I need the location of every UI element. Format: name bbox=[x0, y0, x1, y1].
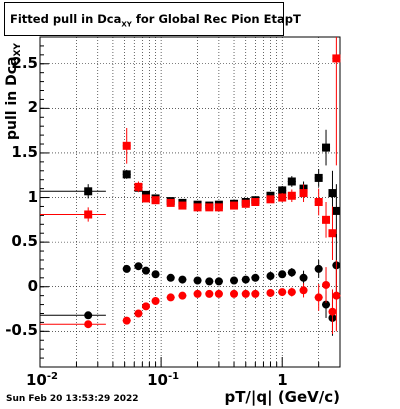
data-point-circle bbox=[193, 276, 202, 285]
data-point-circle bbox=[178, 275, 187, 284]
data-point-circle bbox=[278, 288, 287, 297]
data-point-circle bbox=[241, 275, 250, 284]
y-tick-label: 2.5 bbox=[11, 53, 38, 72]
data-point-square bbox=[314, 173, 323, 182]
y-tick-label: 1 bbox=[27, 187, 38, 206]
data-point-circle bbox=[178, 291, 187, 300]
data-point-square bbox=[230, 201, 239, 210]
data-point-circle bbox=[214, 289, 223, 298]
data-point-circle bbox=[241, 289, 250, 298]
x-tick-label: 10-2 bbox=[26, 371, 58, 389]
data-point-square bbox=[278, 193, 287, 202]
data-point-square bbox=[314, 198, 323, 206]
y-tick-label: 1.5 bbox=[11, 142, 38, 161]
data-point-square bbox=[251, 198, 260, 206]
data-point-circle bbox=[266, 272, 275, 281]
data-point-circle bbox=[134, 309, 143, 318]
data-point-square bbox=[205, 203, 214, 212]
data-point-circle bbox=[166, 273, 175, 282]
x-axis-label: pT/|q| (GeV/c) bbox=[224, 388, 340, 406]
data-point-circle bbox=[122, 264, 131, 273]
data-point-circle bbox=[332, 291, 341, 300]
data-point-square bbox=[84, 187, 93, 196]
data-point-circle bbox=[299, 286, 308, 295]
data-point-square bbox=[241, 199, 250, 208]
data-point-circle bbox=[322, 300, 331, 309]
data-point-square bbox=[122, 141, 131, 150]
data-point-square bbox=[328, 229, 337, 238]
axis-ticks bbox=[39, 45, 341, 367]
data-point-square bbox=[178, 201, 187, 210]
data-point-circle bbox=[230, 289, 239, 298]
chart-title: Fitted pull in DcaXY for Global Rec Pion… bbox=[4, 2, 301, 36]
x-tick-base: 10 bbox=[26, 371, 47, 389]
data-marks bbox=[40, 37, 341, 336]
y-tick-label: 0.5 bbox=[11, 232, 38, 251]
y-tick-label: 0 bbox=[27, 276, 38, 295]
data-point-square bbox=[332, 206, 341, 215]
chart-title-suffix: for Global Rec Pion EtapT bbox=[131, 12, 301, 26]
data-point-square bbox=[332, 54, 341, 63]
data-point-square bbox=[322, 215, 331, 224]
data-point-circle bbox=[314, 264, 323, 273]
y-tick-label: 2 bbox=[27, 98, 38, 117]
data-point-circle bbox=[251, 289, 260, 298]
x-tick-label: 1 bbox=[277, 371, 287, 389]
data-point-circle bbox=[251, 273, 260, 282]
data-point-circle bbox=[205, 289, 214, 298]
x-tick-base: 1 bbox=[277, 371, 288, 389]
data-point-square bbox=[287, 191, 296, 200]
data-point-circle bbox=[122, 316, 131, 325]
data-point-circle bbox=[141, 302, 150, 311]
data-point-circle bbox=[230, 276, 239, 285]
y-tick-label: -0.5 bbox=[5, 321, 38, 340]
date-stamp: Sun Feb 20 13:53:29 2022 bbox=[6, 394, 139, 404]
data-point-square bbox=[287, 177, 296, 186]
data-point-square bbox=[328, 189, 337, 198]
x-tick-exponent: -2 bbox=[46, 371, 58, 382]
data-point-circle bbox=[134, 262, 143, 271]
data-point-circle bbox=[322, 280, 331, 289]
data-point-circle bbox=[151, 297, 160, 305]
data-point-circle bbox=[193, 289, 202, 298]
x-tick-base: 10 bbox=[147, 371, 168, 389]
x-tick-exponent: -1 bbox=[167, 371, 180, 382]
data-point-circle bbox=[84, 320, 93, 329]
data-point-square bbox=[266, 195, 275, 204]
data-point-circle bbox=[314, 293, 323, 302]
data-point-square bbox=[151, 196, 160, 205]
data-point-circle bbox=[141, 266, 150, 275]
data-point-square bbox=[322, 143, 331, 152]
data-point-square bbox=[84, 210, 93, 219]
data-point-circle bbox=[205, 277, 214, 286]
data-point-circle bbox=[328, 307, 337, 316]
data-point-square bbox=[193, 203, 202, 212]
data-point-square bbox=[166, 198, 175, 207]
x-tick-label: 10-1 bbox=[147, 371, 179, 389]
data-point-circle bbox=[151, 270, 160, 279]
data-point-circle bbox=[214, 277, 223, 286]
data-point-circle bbox=[278, 270, 287, 279]
data-point-square bbox=[299, 189, 308, 198]
data-point-square bbox=[141, 194, 150, 203]
data-point-square bbox=[278, 186, 287, 195]
data-point-circle bbox=[299, 273, 308, 282]
data-point-circle bbox=[287, 288, 296, 297]
data-point-square bbox=[214, 203, 223, 212]
data-point-circle bbox=[266, 288, 275, 297]
chart-title-sub: XY bbox=[121, 20, 132, 29]
data-point-circle bbox=[287, 268, 296, 277]
data-point-circle bbox=[166, 293, 175, 302]
data-point-square bbox=[122, 170, 131, 179]
data-point-square bbox=[134, 182, 143, 191]
chart-title-prefix: Fitted pull in Dca bbox=[10, 12, 122, 26]
data-point-circle bbox=[84, 311, 93, 320]
